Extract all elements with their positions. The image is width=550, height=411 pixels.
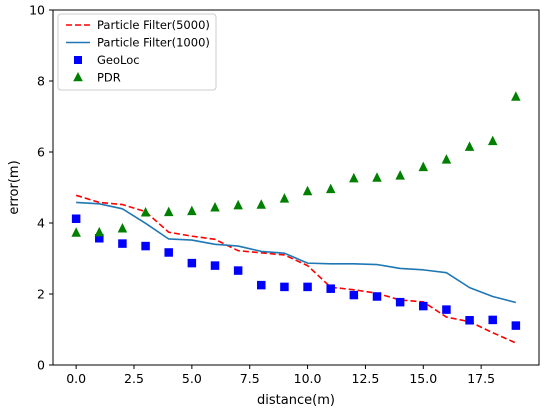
pdr-point-3 [140,207,151,217]
legend-item-particle-filter-5000: Particle Filter(5000) [66,18,210,32]
pdr-point-9 [279,193,290,203]
y-tick-label: 10 [29,3,45,18]
y-tick-label: 4 [37,216,45,231]
pdr-point-6 [210,202,220,212]
y-tick-label: 8 [37,74,45,89]
y-tick-label: 0 [37,358,45,373]
x-tick-label: 10.0 [294,371,322,386]
y-tick-label: 2 [37,287,45,302]
series-layer [71,91,521,344]
geoloc-point-14 [395,297,405,307]
legend-item-pdr: PDR [73,71,121,85]
geoloc-point-18 [488,315,497,325]
x-tick-label: 7.5 [240,371,260,386]
pdr-point-16 [441,154,452,164]
geoloc-point-5 [187,258,197,268]
x-tick-label: 0.0 [66,371,86,386]
pdr-point-15 [418,161,429,172]
x-tick-label: 12.5 [352,371,380,386]
pdr-point-13 [372,172,382,182]
pdr-point-2 [117,222,128,233]
series-pdr [71,91,521,237]
legend: Particle Filter(5000) Particle Filter(100… [57,13,217,91]
y-tick-label: 6 [37,145,45,160]
pdr-point-12 [349,172,359,183]
legend-label: Particle Filter(5000) [97,18,210,32]
y-axis: 0 2 4 6 8 10 [29,3,53,373]
pdr-point-18 [487,135,498,146]
geoloc-point-7 [233,266,243,275]
geoloc-point-8 [257,280,266,290]
pdr-point-10 [302,185,313,196]
geoloc-point-15 [419,301,428,311]
pdr-point-8 [256,199,267,209]
geoloc-point-6 [210,261,220,270]
pdr-point-5 [187,205,197,216]
pdr-point-4 [163,206,174,217]
legend-label: Particle Filter(1000) [97,36,210,50]
geoloc-point-4 [164,248,173,257]
legend-item-geoloc: GeoLoc [74,53,140,67]
geoloc-point-9 [280,282,289,292]
geoloc-point-17 [465,316,474,325]
x-tick-label: 15.0 [409,371,437,386]
x-tick-label: 17.5 [467,371,495,386]
pdr-point-17 [464,141,475,151]
pdr-point-11 [325,183,336,194]
pdr-point-1 [94,226,105,237]
x-axis: 0.0 2.5 5.0 7.5 10.0 12.5 15.0 17.5 [66,365,495,386]
geoloc-point-16 [442,305,451,314]
x-tick-label: 5.0 [182,371,202,386]
legend-swatch [74,56,82,64]
legend-item-particle-filter-1000: Particle Filter(1000) [66,36,210,50]
geoloc-point-10 [303,282,312,292]
x-tick-label: 2.5 [124,371,144,386]
pdr-point-0 [71,227,81,237]
legend-swatch [73,72,83,82]
legend-label: GeoLoc [97,53,140,67]
y-axis-title: error(m) [7,160,22,214]
pdr-point-19 [511,91,521,101]
geoloc-point-0 [71,214,81,223]
series-particle-filter-1000 [76,201,517,304]
legend-label: PDR [97,71,121,85]
series-geoloc [71,214,521,330]
geoloc-point-3 [141,241,150,251]
geoloc-point-11 [326,284,335,293]
pdr-point-7 [233,199,243,210]
x-axis-title: distance(m) [257,393,335,408]
particle-filter-1000-line [76,201,517,304]
legend-box [57,13,217,91]
geoloc-point-1 [95,234,104,243]
geoloc-point-19 [511,321,521,330]
geoloc-point-2 [118,239,127,248]
geoloc-point-12 [349,290,359,300]
geoloc-point-13 [372,292,382,301]
pdr-point-14 [395,170,405,180]
